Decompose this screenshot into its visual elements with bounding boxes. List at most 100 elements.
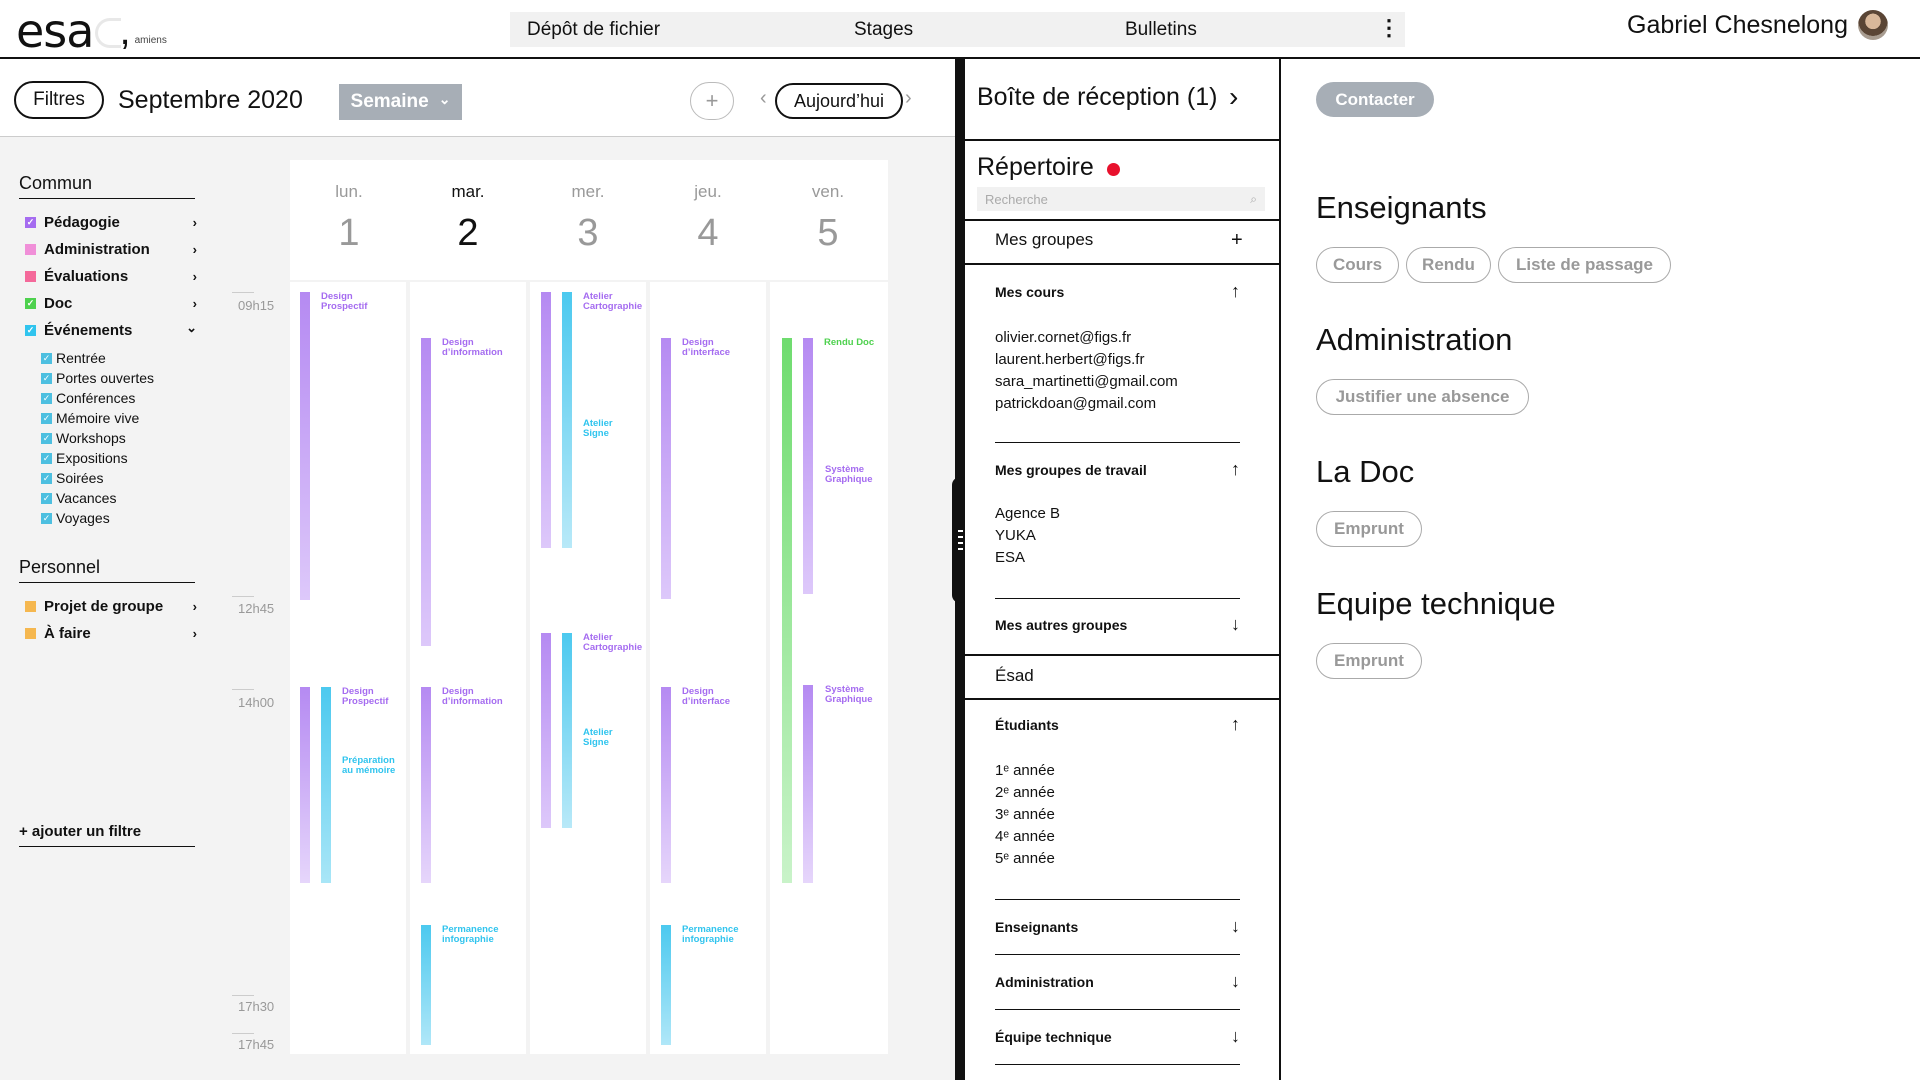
event-label[interactable]: Design d’information [442,686,503,707]
event-bar[interactable] [661,925,671,1045]
event-label[interactable]: Atelier Signe [583,418,613,439]
event-bar[interactable] [421,338,431,646]
view-select[interactable]: Semaine ⌄ [339,84,462,120]
event-bar[interactable] [782,338,792,883]
autres-groupes-toggle[interactable]: Mes autres groupes [995,617,1128,633]
event-bar[interactable] [661,687,671,883]
contact-email[interactable]: patrickdoan@gmail.com [995,395,1157,412]
chip-rendu[interactable]: Rendu [1406,247,1491,283]
add-filter-link[interactable]: + ajouter un filtre [19,823,142,840]
group-item[interactable]: Agence B [995,505,1061,522]
day-header-lun[interactable]: lun. 1 [290,160,408,280]
chevron-right-icon[interactable]: › [192,215,197,230]
checkbox-icon[interactable] [25,628,36,639]
event-bar[interactable] [803,338,813,594]
filter-sub-workshops[interactable]: ✓ Workshops [41,430,126,446]
checkbox-icon[interactable]: ✓ [41,432,52,444]
mes-groupes-link[interactable]: Mes groupes [995,230,1094,249]
filter-sub-portes-ouvertes[interactable]: ✓ Portes ouvertes [41,370,154,386]
event-bar[interactable] [562,633,572,828]
filter-pedagogie[interactable]: ✓ Pédagogie › [25,214,197,231]
filter-sub-expositions[interactable]: ✓ Expositions [41,450,128,466]
chip-emprunt[interactable]: Emprunt [1316,511,1422,547]
year-item[interactable]: 4ᵉ année [995,828,1055,845]
filter-sub-rentree[interactable]: ✓ Rentrée [41,350,106,366]
event-bar[interactable] [300,687,310,883]
checkbox-icon[interactable]: ✓ [25,325,36,336]
event-bar[interactable] [541,633,551,828]
checkbox-icon[interactable]: ✓ [41,512,52,524]
checkbox-icon[interactable]: ✓ [41,472,52,484]
search-icon[interactable]: ⌕ [1250,191,1257,206]
event-bar[interactable] [300,292,310,600]
checkbox-icon[interactable]: ✓ [41,452,52,464]
arrow-up-icon[interactable]: ↑ [1231,459,1240,479]
nav-stages[interactable]: Stages [854,19,914,40]
filter-doc[interactable]: ✓ Doc › [25,295,197,312]
checkbox-icon[interactable]: ✓ [41,412,52,424]
chevron-right-icon[interactable]: › [192,626,197,641]
group-item[interactable]: YUKA [995,527,1036,544]
event-bar[interactable] [562,292,572,548]
chip-liste-de-passage[interactable]: Liste de passage [1498,247,1671,283]
event-bar[interactable] [661,338,671,599]
chevron-right-icon[interactable]: › [192,242,197,257]
user-menu[interactable]: Gabriel Chesnelong [1627,10,1888,40]
event-bar[interactable] [421,687,431,883]
user-name[interactable]: Gabriel Chesnelong [1627,10,1848,39]
year-item[interactable]: 1ᵉ année [995,762,1055,779]
arrow-down-icon[interactable]: ↓ [1231,1026,1240,1046]
administration-toggle[interactable]: Administration [995,974,1094,990]
filter-sub-conferences[interactable]: ✓ Conférences [41,390,135,406]
day-header-ven[interactable]: ven. 5 [768,160,888,280]
contact-button[interactable]: Contacter [1316,82,1434,117]
inbox-link[interactable]: Boîte de réception (1) [977,83,1218,111]
day-header-mer[interactable]: mer. 3 [528,160,648,280]
chevron-right-icon[interactable]: › [192,269,197,284]
resize-handle[interactable] [952,477,968,603]
filter-evaluations[interactable]: Évaluations › [25,268,197,285]
checkbox-icon[interactable]: ✓ [25,217,36,228]
year-item[interactable]: 3ᵉ année [995,806,1055,823]
event-bar[interactable] [421,925,431,1045]
filter-administration[interactable]: Administration › [25,241,197,258]
checkbox-icon[interactable] [25,271,36,282]
etudiants-toggle[interactable]: Étudiants [995,717,1059,733]
chevron-right-icon[interactable]: › [1229,81,1239,112]
event-label[interactable]: Préparation au mémoire [342,755,396,776]
event-label[interactable]: Atelier Cartographie [583,632,643,653]
today-button[interactable]: Aujourd’hui [775,83,903,119]
checkbox-icon[interactable]: ✓ [41,352,52,364]
event-label[interactable]: Permanence infographie [682,924,739,945]
next-week-icon[interactable]: › [905,87,912,109]
equipe-technique-toggle[interactable]: Équipe technique [995,1029,1112,1045]
event-label[interactable]: Atelier Cartographie [583,291,643,312]
nav-bulletins[interactable]: Bulletins [1125,19,1197,40]
event-label[interactable]: Rendu Doc [824,337,875,348]
event-label[interactable]: Système Graphique [825,684,873,705]
contact-email[interactable]: olivier.cornet@figs.fr [995,329,1132,346]
checkbox-icon[interactable]: ✓ [41,492,52,504]
search-input[interactable]: Recherche ⌕ [977,187,1265,211]
contact-email[interactable]: sara_martinetti@gmail.com [995,373,1178,390]
year-item[interactable]: 5ᵉ année [995,850,1055,867]
event-bar[interactable] [541,292,551,548]
arrow-down-icon[interactable]: ↓ [1231,614,1240,634]
event-label[interactable]: Design Prospectif [342,686,389,707]
filter-sub-soirees[interactable]: ✓ Soirées [41,470,103,486]
filter-sub-vacances[interactable]: ✓ Vacances [41,490,116,506]
chip-emprunt[interactable]: Emprunt [1316,643,1422,679]
previous-week-icon[interactable]: ‹ [760,87,767,109]
esad-logo[interactable]: esa , amiens [16,4,167,54]
arrow-down-icon[interactable]: ↓ [1231,971,1240,991]
chip-cours[interactable]: Cours [1316,247,1399,283]
event-bar[interactable] [321,687,331,883]
enseignants-toggle[interactable]: Enseignants [995,919,1079,935]
chevron-right-icon[interactable]: › [192,599,197,614]
checkbox-icon[interactable]: ✓ [41,392,52,404]
checkbox-icon[interactable] [25,601,36,612]
chevron-down-icon[interactable]: ⌄ [186,319,197,335]
event-bar[interactable] [803,685,813,883]
event-label[interactable]: Design Prospectif [321,291,368,312]
event-label[interactable]: Permanence infographie [442,924,499,945]
